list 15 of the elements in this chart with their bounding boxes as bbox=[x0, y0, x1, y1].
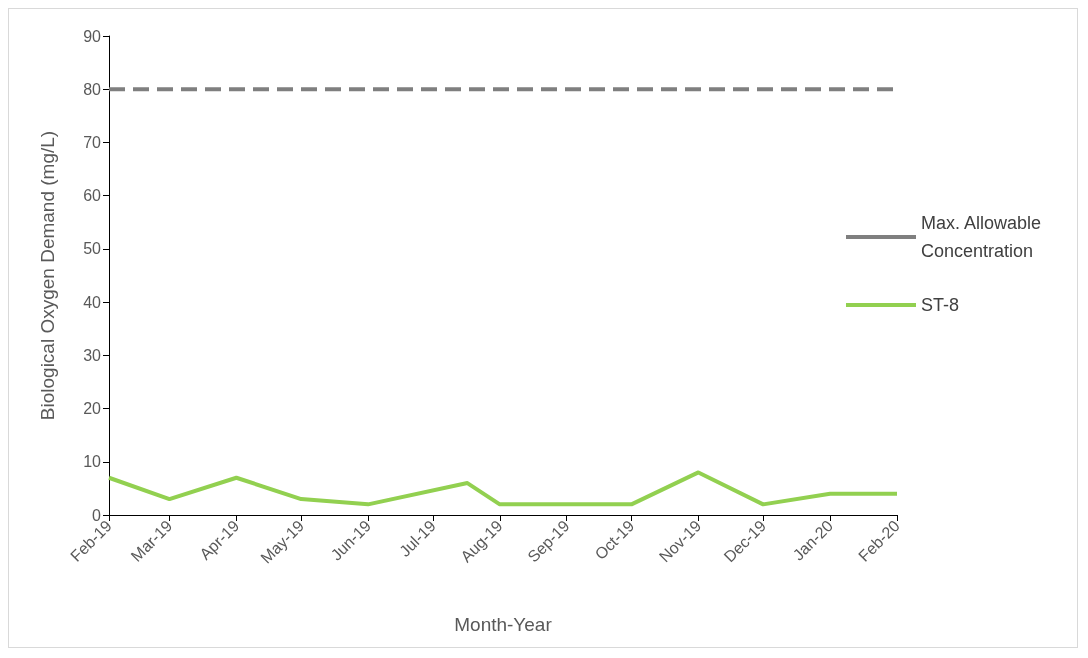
y-tick-label: 20 bbox=[83, 400, 102, 418]
y-tick-label: 40 bbox=[83, 293, 102, 311]
y-tick-label: 60 bbox=[83, 187, 102, 205]
y-tick-label: 10 bbox=[83, 453, 102, 471]
x-axis-title: Month-Year bbox=[454, 614, 553, 635]
y-tick-label: 90 bbox=[83, 27, 102, 45]
y-tick-label: 70 bbox=[83, 133, 102, 151]
y-tick-label: 30 bbox=[83, 346, 102, 364]
y-tick-label: 0 bbox=[92, 506, 102, 524]
line-series bbox=[107, 470, 899, 507]
legend-label: Max. Allowable Concentration bbox=[921, 213, 1047, 261]
y-tick-label: 50 bbox=[83, 240, 102, 258]
legend-label: ST-8 bbox=[921, 295, 960, 315]
y-tick-label: 80 bbox=[83, 80, 102, 98]
y-axis-title: Biological Oxygen Demand (mg/L) bbox=[37, 130, 58, 421]
